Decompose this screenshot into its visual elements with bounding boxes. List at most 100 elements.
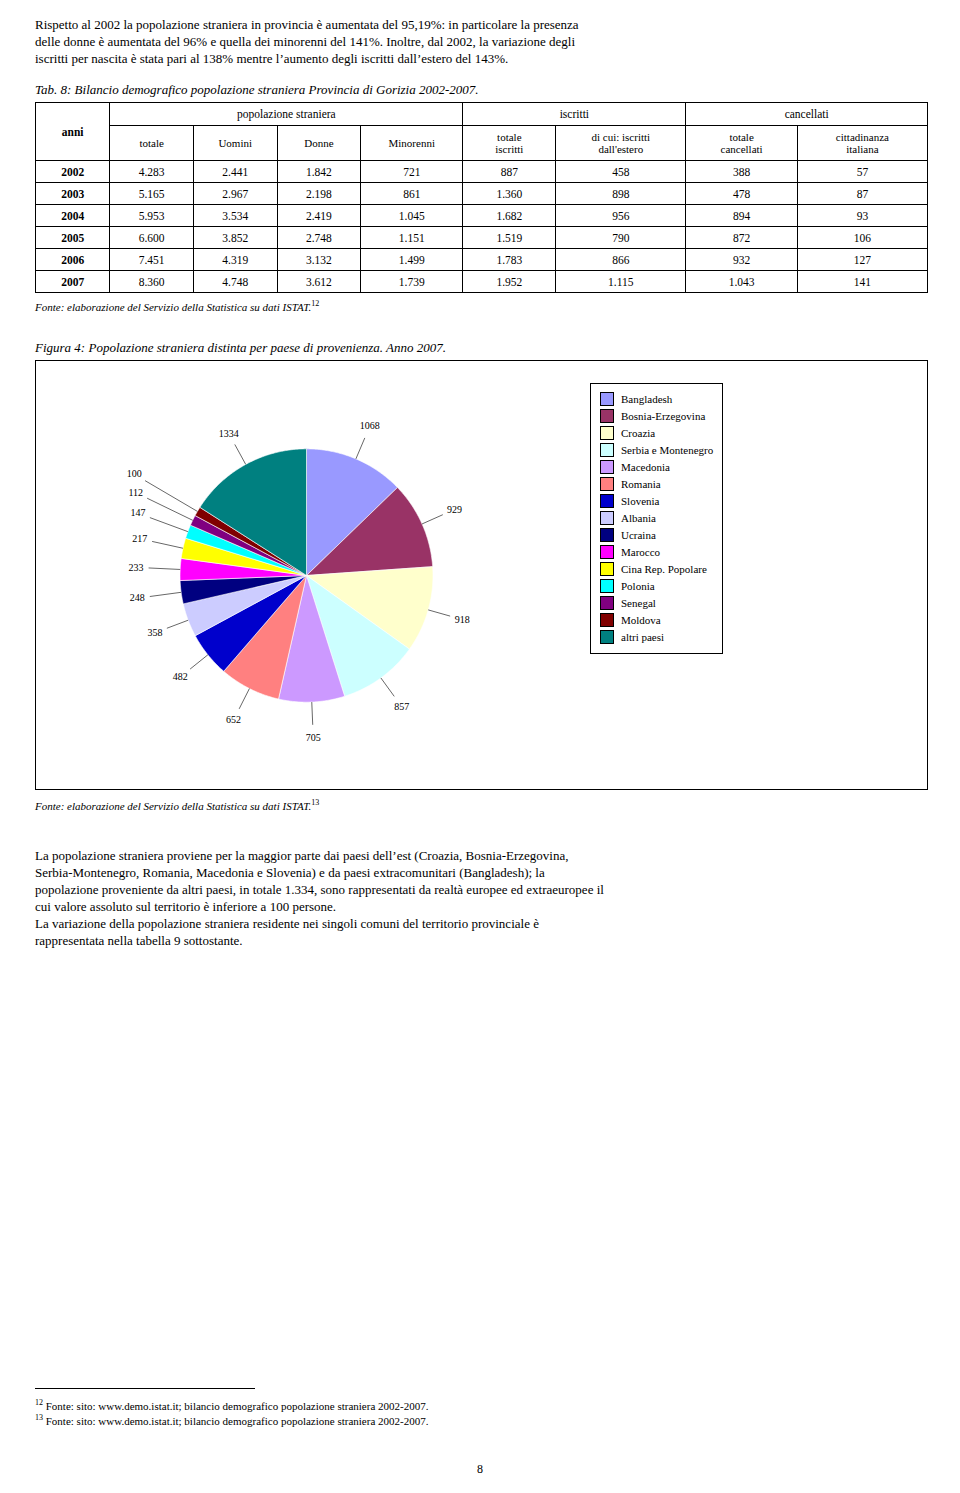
html-text:Bangladesh: Bangladesh — [621, 393, 673, 406]
html-text:Figura 4: Popolazione stranier: Figura 4: Popolazione straniera distinta… — [35, 339, 446, 355]
html-text:Albania: Albania — [621, 512, 656, 525]
html-text:1.045: 1.045 — [398, 209, 425, 222]
html-text:Slovenia: Slovenia — [621, 495, 660, 508]
svg-text:1068: 1068 — [360, 420, 380, 431]
html-text:Romania: Romania — [621, 478, 661, 491]
html-text:Croazia: Croazia — [621, 427, 656, 440]
html-text:5.165: 5.165 — [138, 187, 165, 200]
html-text:1.842: 1.842 — [305, 165, 332, 178]
html-text:Fonte: elaborazione del Serviz: Fonte: elaborazione del Servizio della S… — [35, 299, 320, 313]
svg-text:482: 482 — [173, 671, 188, 682]
html-text:1.499: 1.499 — [398, 253, 425, 266]
html-text:anni: anni — [61, 125, 84, 138]
html-text:Bosnia-Erzegovina: Bosnia-Erzegovina — [621, 410, 706, 423]
html-text:6.600: 6.600 — [138, 231, 165, 244]
html-text:3.612: 3.612 — [305, 275, 332, 288]
html-text:1.952: 1.952 — [496, 275, 523, 288]
svg-text:358: 358 — [148, 627, 163, 638]
html-text:cui valore assoluto sul territ: cui valore assoluto sul territorio è inf… — [35, 899, 337, 915]
svg-text:1334: 1334 — [219, 427, 239, 438]
html-text:2.441: 2.441 — [222, 165, 249, 178]
svg-text:652: 652 — [226, 714, 241, 725]
svg-text:705: 705 — [306, 731, 321, 742]
html-text:13Fonte: sito: www.demo.istat.: 13Fonte: sito: www.demo.istat.it; bilanc… — [35, 1413, 429, 1427]
svg-text:233: 233 — [128, 561, 143, 572]
html-text:790: 790 — [612, 231, 630, 244]
html-text:popolazione proveniente da alt: popolazione proveniente da altri paesi, … — [35, 882, 604, 898]
html-text:Serbia-Montenegro, Romania, Ma: Serbia-Montenegro, Romania, Macedonia e … — [35, 865, 545, 881]
html-text:totale iscritti: totale iscritti — [495, 131, 524, 155]
html-text:721: 721 — [403, 165, 421, 178]
html-text:1.783: 1.783 — [496, 253, 523, 266]
html-text:1.360: 1.360 — [496, 187, 523, 200]
html-text:898: 898 — [612, 187, 630, 200]
html-text:2.198: 2.198 — [305, 187, 332, 200]
html-text:8.360: 8.360 — [138, 275, 165, 288]
html-text:2004: 2004 — [61, 209, 85, 222]
html-text:388: 388 — [733, 165, 751, 178]
html-text:106: 106 — [853, 231, 871, 244]
html-text:Serbia e Montenegro: Serbia e Montenegro — [621, 444, 714, 457]
html-text:1.519: 1.519 — [496, 231, 523, 244]
html-text:3.132: 3.132 — [305, 253, 332, 266]
html-text:Fonte: elaborazione del Serviz: Fonte: elaborazione del Servizio della S… — [35, 797, 320, 812]
html-text:Tab. 8: Bilancio demografico p: Tab. 8: Bilancio demografico popolazione… — [35, 82, 479, 97]
html-text:3.534: 3.534 — [222, 209, 249, 222]
html-text:872: 872 — [733, 231, 751, 244]
svg-text:100: 100 — [127, 468, 142, 479]
svg-text:217: 217 — [132, 533, 147, 544]
html-text:2007: 2007 — [61, 275, 85, 288]
html-text:2.419: 2.419 — [305, 209, 332, 222]
html-text:956: 956 — [612, 209, 630, 222]
html-text:861: 861 — [403, 187, 421, 200]
html-text:894: 894 — [733, 209, 751, 222]
html-text:Cina Rep. Popolare: Cina Rep. Popolare — [621, 563, 707, 576]
html-text:cittadinanza italiana: cittadinanza italiana — [835, 131, 889, 155]
html-text:Rispetto al 2002 la popolazion: Rispetto al 2002 la popolazione stranier… — [35, 17, 579, 32]
svg-text:147: 147 — [131, 507, 146, 518]
html-text:2003: 2003 — [61, 187, 85, 200]
html-text:La variazione della popolazion: La variazione della popolazione stranier… — [35, 916, 539, 932]
html-text:932: 932 — [733, 253, 751, 266]
html-text:delle donne è aumentata del 96: delle donne è aumentata del 96% e quella… — [35, 34, 575, 49]
html-text:2005: 2005 — [61, 231, 85, 244]
html-text:12Fonte: sito: www.demo.istat.: 12Fonte: sito: www.demo.istat.it; bilanc… — [35, 1398, 429, 1412]
html-text:93: 93 — [856, 209, 869, 222]
html-text:1.043: 1.043 — [728, 275, 755, 288]
html-text:4.319: 4.319 — [222, 253, 249, 266]
html-text:127: 127 — [853, 253, 871, 266]
html-text:1.739: 1.739 — [398, 275, 425, 288]
html-text:57: 57 — [856, 165, 869, 178]
html-text:La popolazione straniera provi: La popolazione straniera proviene per la… — [35, 848, 569, 864]
svg-text:112: 112 — [128, 487, 143, 498]
html-text:4.748: 4.748 — [222, 275, 249, 288]
svg-text:929: 929 — [447, 503, 462, 514]
html-text:1.151: 1.151 — [398, 231, 425, 244]
svg-text:248: 248 — [130, 592, 145, 603]
html-text:iscritti per nascita è stata p: iscritti per nascita è stata pari al 138… — [35, 51, 509, 66]
html-text:3.852: 3.852 — [222, 231, 249, 244]
html-text:2.967: 2.967 — [222, 187, 249, 200]
html-text:1.115: 1.115 — [608, 275, 634, 288]
svg-text:918: 918 — [455, 613, 470, 624]
html-text:2006: 2006 — [61, 253, 85, 266]
html-text:1.682: 1.682 — [496, 209, 523, 222]
html-text:458: 458 — [612, 165, 630, 178]
html-text:Marocco: Marocco — [621, 546, 661, 559]
html-text:887: 887 — [500, 165, 518, 178]
html-text:Macedonia: Macedonia — [621, 461, 670, 474]
html-text:Ucraina: Ucraina — [621, 529, 656, 542]
html-text:4.283: 4.283 — [138, 165, 165, 178]
html-text:2002: 2002 — [61, 165, 85, 178]
html-text:totale cancellati: totale cancellati — [720, 131, 763, 155]
html-text:478: 478 — [733, 187, 751, 200]
html-text:5.953: 5.953 — [138, 209, 165, 222]
html-text:di cui: iscritti dall'estero: di cui: iscritti dall'estero — [591, 131, 651, 155]
svg-text:857: 857 — [394, 700, 409, 711]
html-text:2.748: 2.748 — [305, 231, 332, 244]
html-text:rappresentata nella tabella 9: rappresentata nella tabella 9 sottostant… — [35, 933, 243, 949]
html-text:866: 866 — [612, 253, 630, 266]
html-text:141: 141 — [853, 275, 871, 288]
html-text:87: 87 — [856, 187, 869, 200]
html-text:7.451: 7.451 — [138, 253, 165, 266]
